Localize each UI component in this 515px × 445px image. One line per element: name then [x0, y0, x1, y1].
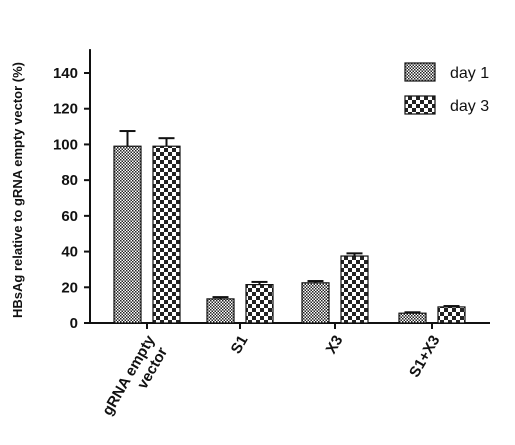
legend-swatch-day1	[404, 62, 436, 82]
bar-day1	[206, 298, 235, 324]
bars	[113, 130, 466, 324]
y-tick-label: 40	[61, 244, 78, 261]
x-tick-label: X3	[323, 333, 347, 357]
legend-swatch-day3	[404, 95, 436, 115]
y-tick-label: 120	[53, 101, 78, 118]
x-tick-label: gRNA emptyvector	[99, 332, 173, 427]
bar-day3	[437, 306, 466, 324]
bar-day1	[398, 312, 427, 324]
legend: day 1 day 3	[404, 62, 489, 115]
y-tick-label: 80	[61, 172, 78, 189]
x-tick-label: S1+X3	[406, 333, 443, 381]
y-tick-label: 0	[70, 315, 78, 332]
bar-day1	[301, 282, 330, 324]
bar-day1	[113, 145, 142, 324]
y-axis: 0 20 40 60 80 100 120 140	[53, 49, 91, 332]
y-tick-label: 140	[53, 65, 78, 82]
y-axis-label: HBsAg relative to gRNA empty vector (%)	[10, 62, 25, 318]
bar-day3	[340, 255, 369, 324]
bar-day3	[152, 145, 181, 324]
y-tick-label: 60	[61, 208, 78, 225]
x-axis: gRNA emptyvector S1 X3 S1+X3	[90, 322, 490, 427]
legend-label: day 3	[450, 98, 489, 115]
bar-day3	[245, 284, 274, 324]
y-tick-label: 20	[61, 279, 78, 296]
y-tick-label: 100	[53, 136, 78, 153]
legend-label: day 1	[450, 65, 489, 82]
x-tick-label: S1	[228, 333, 252, 357]
